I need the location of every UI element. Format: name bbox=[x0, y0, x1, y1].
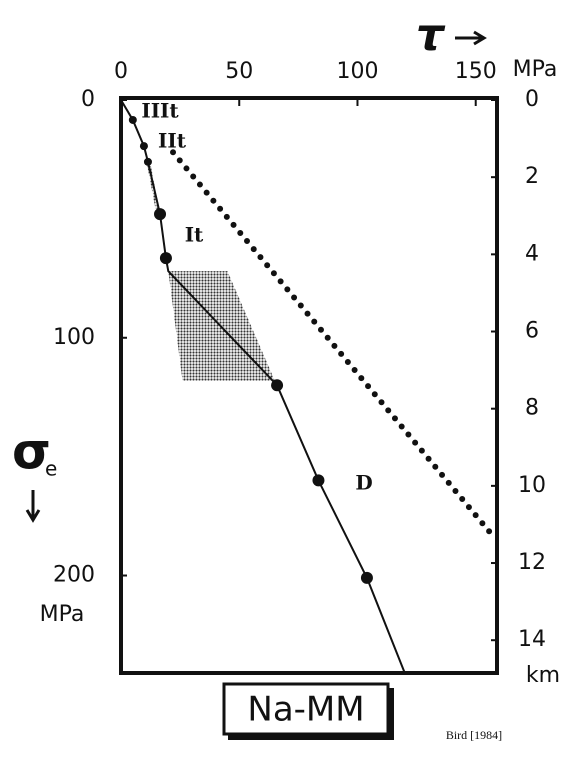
y2-tick-label: 6 bbox=[525, 319, 539, 344]
y2-tick-label: 4 bbox=[525, 241, 539, 266]
y-tick-label: 0 bbox=[81, 87, 95, 112]
y-axis-label-sub: e bbox=[45, 457, 57, 481]
y2-tick-label: 0 bbox=[525, 87, 539, 112]
point bbox=[271, 379, 284, 392]
label-box bbox=[222, 682, 390, 736]
line bbox=[120, 99, 406, 674]
label: Na-MM bbox=[247, 690, 364, 730]
point bbox=[312, 474, 325, 487]
point bbox=[159, 252, 172, 265]
annotation: It bbox=[185, 223, 204, 247]
point bbox=[154, 208, 167, 221]
y2-tick-label: 2 bbox=[525, 164, 539, 189]
y2-tick-label: 10 bbox=[518, 473, 546, 498]
x-tick-label: 100 bbox=[336, 59, 378, 84]
point bbox=[360, 571, 373, 584]
y-tick-label: 200 bbox=[53, 563, 95, 588]
y-axis-label: σ bbox=[12, 423, 51, 481]
y-unit: MPa bbox=[40, 602, 85, 627]
annotation: IIIt bbox=[141, 99, 179, 123]
y2-tick-label: 12 bbox=[518, 550, 546, 575]
x-tick-label: 0 bbox=[114, 59, 128, 84]
y2-tick-label: 14 bbox=[518, 627, 546, 652]
x-axis-label: τ bbox=[416, 10, 446, 61]
y2-unit: km bbox=[526, 663, 560, 688]
point bbox=[143, 157, 152, 166]
x-unit: MPa bbox=[513, 57, 558, 82]
y-arrow bbox=[25, 490, 41, 523]
point bbox=[139, 142, 148, 151]
x-arrow bbox=[455, 30, 487, 46]
y-tick-label: 100 bbox=[53, 325, 95, 350]
point bbox=[128, 115, 137, 124]
annotation: D bbox=[355, 471, 372, 495]
y2-tick-label: 8 bbox=[525, 396, 539, 421]
x-tick-label: 50 bbox=[225, 59, 253, 84]
x-tick-label: 150 bbox=[455, 59, 497, 84]
dotted-line bbox=[170, 149, 496, 539]
credit: Bird [1984] bbox=[446, 728, 502, 742]
annotation: IIt bbox=[158, 129, 187, 153]
plot-frame bbox=[119, 96, 499, 675]
